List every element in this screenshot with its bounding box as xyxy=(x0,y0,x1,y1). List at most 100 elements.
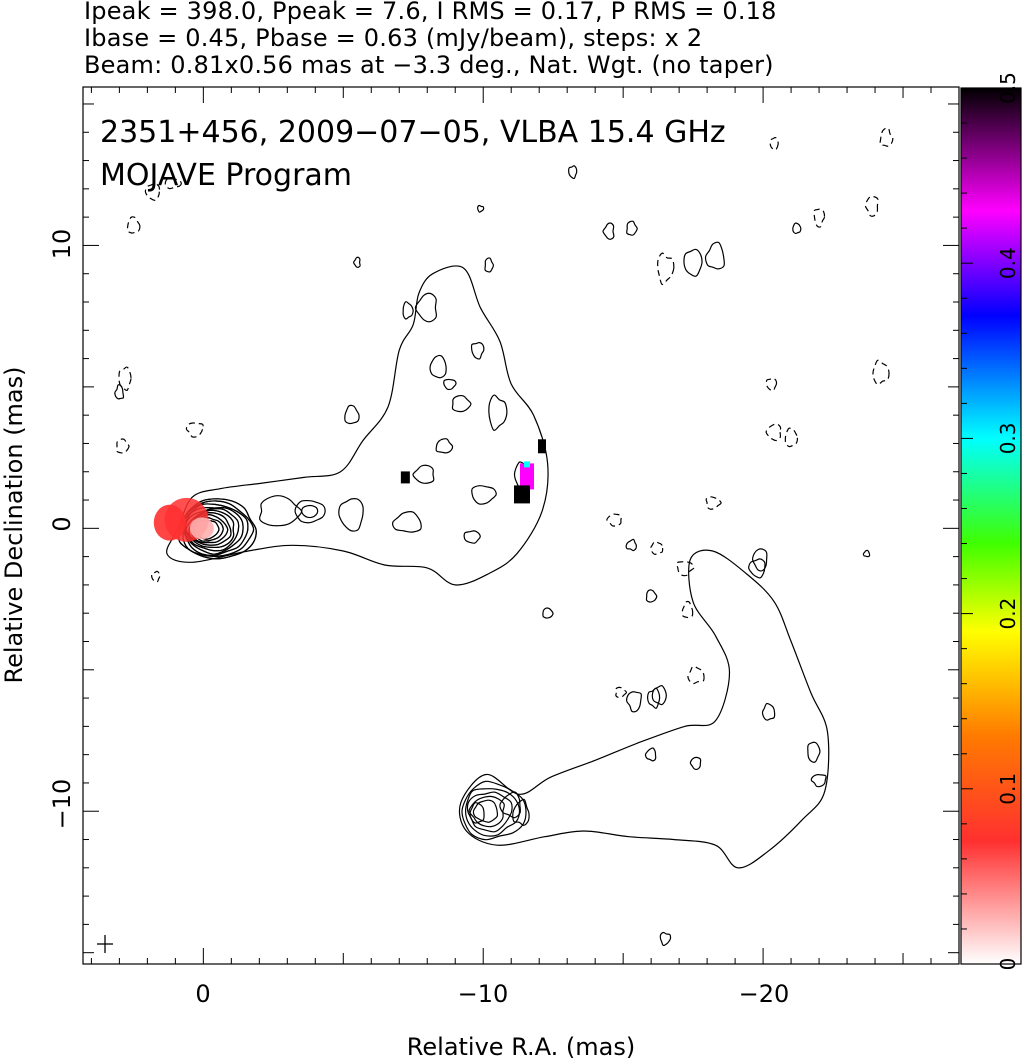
noise-contour-dashed xyxy=(151,570,161,583)
noise-contour xyxy=(568,165,578,180)
south-contour xyxy=(461,780,527,841)
y-tick-label: 0 xyxy=(48,516,76,531)
header-line-1: Ipeak = 398.0, Ppeak = 7.6, I RMS = 0.17… xyxy=(84,0,777,25)
lobe-contour xyxy=(391,511,422,533)
noise-contour-dashed xyxy=(615,686,628,699)
y-tick-label: 10 xyxy=(48,229,76,260)
south-contour xyxy=(472,799,499,823)
noise-contour xyxy=(862,549,871,558)
colorbar-tick-label: 0 xyxy=(996,958,1020,971)
noise-contour xyxy=(352,256,361,268)
lobe-contour xyxy=(463,530,481,544)
noise-contour xyxy=(625,538,637,552)
lobe-contour xyxy=(443,378,457,391)
noise-contour-dashed xyxy=(144,182,161,201)
plot-frame xyxy=(82,86,960,965)
noise-contour-dashed xyxy=(118,366,132,391)
jet-outer-contour xyxy=(166,265,549,586)
jet-contour xyxy=(301,504,319,519)
noise-contour-dashed xyxy=(676,561,695,577)
noise-contour-dashed xyxy=(784,427,799,448)
noise-contour xyxy=(689,756,702,770)
noise-contour-dashed xyxy=(126,216,141,234)
lobe-contour xyxy=(412,464,435,484)
south-envelope-contour xyxy=(458,549,830,869)
south-contour xyxy=(499,791,521,819)
plot-title-line2: MOJAVE Program xyxy=(100,158,352,193)
south-contour xyxy=(807,741,821,763)
lobe-contour xyxy=(414,292,438,323)
noise-contour-dashed xyxy=(681,600,694,619)
noise-contour xyxy=(751,548,768,572)
colorbar-tick-label: 0.3 xyxy=(996,422,1020,454)
x-tick-label: 0 xyxy=(195,980,210,1008)
south-contour xyxy=(469,802,485,824)
noise-contour xyxy=(683,248,703,277)
noise-contour xyxy=(477,204,485,213)
jet-contour xyxy=(259,495,303,527)
noise-contour xyxy=(402,301,414,320)
noise-contour xyxy=(626,691,642,713)
x-tick-label: −10 xyxy=(458,980,509,1008)
polarization-patch xyxy=(519,463,534,490)
lobe-contour xyxy=(471,485,497,505)
noise-contour-dashed xyxy=(765,377,778,392)
noise-contour-dashed xyxy=(606,513,622,527)
polarization-patch xyxy=(523,461,530,468)
polarization-layer xyxy=(153,439,546,542)
x-tick-label: −20 xyxy=(739,980,790,1008)
noise-contour xyxy=(344,404,360,425)
polarization-patch xyxy=(189,517,214,540)
colorbar xyxy=(961,88,1021,964)
noise-contour-dashed xyxy=(649,540,664,555)
lobe-contour xyxy=(429,354,447,379)
noise-contour xyxy=(659,931,672,947)
y-tick-label: −10 xyxy=(48,779,76,830)
polarization-patch xyxy=(153,504,186,541)
axis-ticks xyxy=(83,87,960,964)
noise-contour-dashed xyxy=(705,496,722,510)
noise-contour-dashed xyxy=(769,136,779,151)
noise-contour xyxy=(114,384,125,400)
noise-contour-dashed xyxy=(765,423,782,442)
south-contour xyxy=(464,788,521,837)
noise-contour-dashed xyxy=(872,359,890,386)
noise-contour xyxy=(626,220,638,236)
lobe-contour xyxy=(435,438,454,454)
polarization-patch xyxy=(400,471,410,484)
colorbar-tick-label: 0.2 xyxy=(996,598,1020,630)
noise-contour xyxy=(704,241,725,270)
colorbar-labels: 0 0.1 0.2 0.3 0.4 0.5 xyxy=(996,72,1020,970)
colorbar-tick-label: 0.1 xyxy=(996,773,1020,805)
header-line-2: Ibase = 0.45, Pbase = 0.63 (mJy/beam), s… xyxy=(84,24,703,52)
noise-contour-dashed xyxy=(813,208,826,228)
south-contour xyxy=(466,791,513,833)
south-contour xyxy=(748,558,766,579)
noise-contour xyxy=(646,687,661,709)
y-axis-label: Relative Declination (mas) xyxy=(0,366,28,683)
south-contour xyxy=(810,773,827,788)
colorbar-tick-label: 0.5 xyxy=(996,72,1020,104)
noise-contour-dashed xyxy=(657,252,675,286)
noise-contour-dashed xyxy=(687,665,705,685)
south-contour xyxy=(512,798,530,826)
contour-layer xyxy=(114,127,894,947)
south-contour xyxy=(468,795,505,828)
noise-contour-dashed xyxy=(864,195,879,217)
plot-title-line1: 2351+456, 2009−07−05, VLBA 15.4 GHz xyxy=(100,115,726,150)
noise-contour xyxy=(792,222,802,235)
lobe-contour xyxy=(470,341,485,360)
noise-contour-dashed xyxy=(879,127,894,147)
noise-contour xyxy=(602,222,615,240)
noise-contour-dashed xyxy=(164,177,182,190)
polarization-patch xyxy=(513,485,530,504)
noise-contour xyxy=(542,607,554,619)
noise-contour xyxy=(645,589,658,603)
south-contour xyxy=(761,702,776,721)
colorbar-ticks xyxy=(961,87,973,965)
jet-contour xyxy=(338,498,364,532)
colorbar-frame xyxy=(960,87,1022,965)
polarization-patch xyxy=(537,439,546,454)
x-axis-label: Relative R.A. (mas) xyxy=(407,1033,635,1061)
